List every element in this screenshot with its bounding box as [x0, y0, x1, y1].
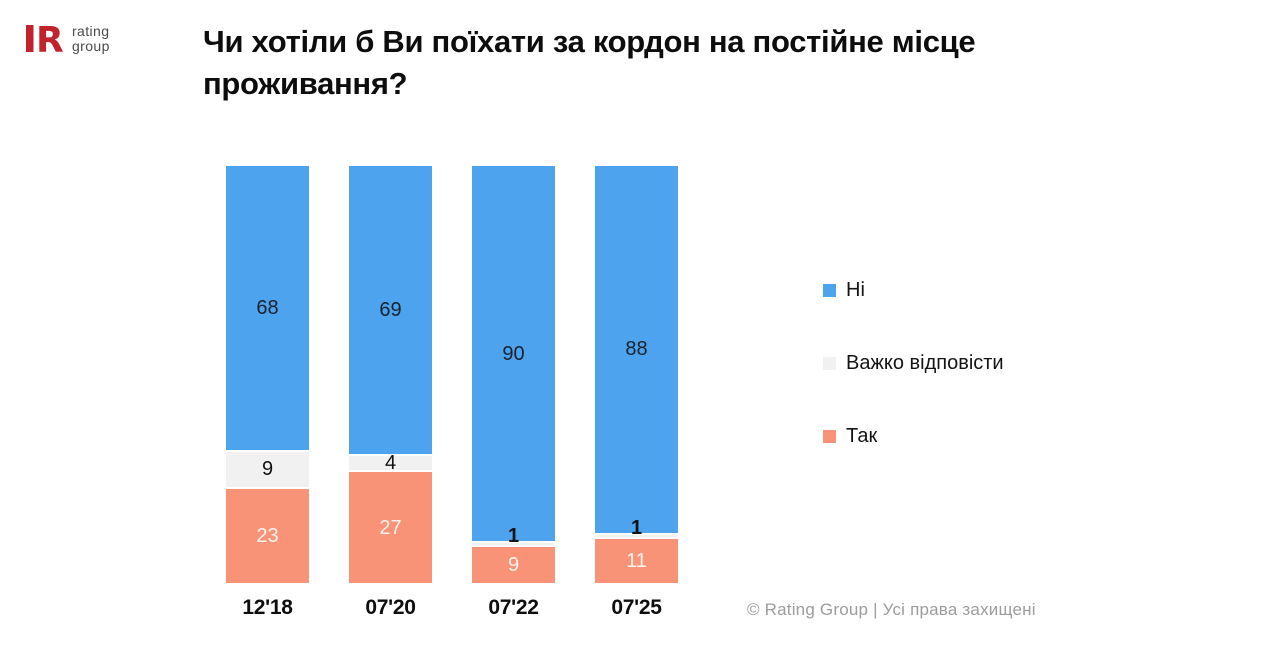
- bar-segment-ni: 68: [226, 166, 309, 450]
- value-label: 68: [256, 296, 279, 319]
- legend-swatch-ni-icon: [823, 284, 836, 297]
- legend-label: Важко відповісти: [846, 352, 1004, 374]
- bar-column: 68 9 23 12'18: [226, 166, 309, 620]
- value-label: 69: [379, 298, 402, 321]
- category-label: 07'20: [365, 596, 416, 619]
- category-label: 07'25: [611, 596, 662, 619]
- value-label: 1: [630, 516, 643, 539]
- logo-word-rating: rating: [72, 23, 110, 39]
- value-label: 9: [261, 458, 274, 481]
- logo-wordmark: rating group: [72, 24, 110, 54]
- legend-swatch-tak-icon: [823, 430, 836, 443]
- bar-segment-tak: 23: [226, 487, 309, 583]
- rating-group-logo-icon: R: [26, 20, 64, 60]
- legend-item-ni: Ні: [823, 279, 1004, 302]
- bar-stack: 88 1 11: [595, 166, 678, 583]
- bar-stack: 69 4 27: [349, 166, 432, 583]
- bar-segment-ni: 90: [472, 166, 555, 542]
- plot-area: 68 9 23 12'18 69 4 27 07'20 90 1 9 07'22 88 1 11 07'25: [226, 166, 678, 619]
- bar-segment-tak: 27: [349, 470, 432, 583]
- logo-letter: R: [36, 20, 64, 60]
- logo-word-group: group: [72, 38, 110, 54]
- bar-stack: 90 1 9: [472, 166, 555, 583]
- copyright-footer: © Rating Group | Усі права захищені: [747, 600, 1036, 619]
- bar-segment-tak: 9: [472, 545, 555, 583]
- value-label: 4: [384, 452, 397, 475]
- legend-label: Так: [846, 425, 878, 447]
- rating-group-logo: R rating group: [22, 16, 110, 60]
- bar-segment-ni: 69: [349, 166, 432, 454]
- value-label: 90: [502, 342, 525, 365]
- value-label: 88: [625, 338, 648, 361]
- bar-column: 69 4 27 07'20: [349, 166, 432, 620]
- bar-column: 88 1 11 07'25: [595, 166, 678, 620]
- bar-segment-vazhko-vidpovisty: 4: [349, 452, 432, 475]
- category-label: 12'18: [242, 596, 293, 619]
- bar-segment-vazhko-vidpovisty: 1: [595, 518, 678, 538]
- bar-column: 90 1 9 07'22: [472, 166, 555, 620]
- bar-segment-tak: 11: [595, 537, 678, 583]
- legend-item-tak: Так: [823, 425, 1004, 448]
- value-label: 1: [507, 525, 520, 548]
- bar-segment-ni: 88: [595, 166, 678, 533]
- category-label: 07'22: [488, 596, 539, 619]
- bar-segment-vazhko-vidpovisty: 9: [226, 449, 309, 488]
- legend-label: Ні: [846, 279, 865, 301]
- chart-title: Чи хотіли б Ви поїхати за кордон на пост…: [203, 24, 976, 101]
- bar-stack: 68 9 23: [226, 166, 309, 583]
- value-label: 23: [256, 525, 279, 548]
- value-label: 11: [626, 550, 647, 573]
- legend-swatch-vazhko-vidpovisty-icon: [823, 357, 836, 370]
- legend: Ні Важко відповісти Так: [823, 279, 1004, 498]
- value-label: 9: [507, 554, 520, 577]
- legend-item-vazhko-vidpovisty: Важко відповісти: [823, 352, 1004, 375]
- value-label: 27: [379, 516, 402, 539]
- bar-segment-vazhko-vidpovisty: 1: [472, 526, 555, 546]
